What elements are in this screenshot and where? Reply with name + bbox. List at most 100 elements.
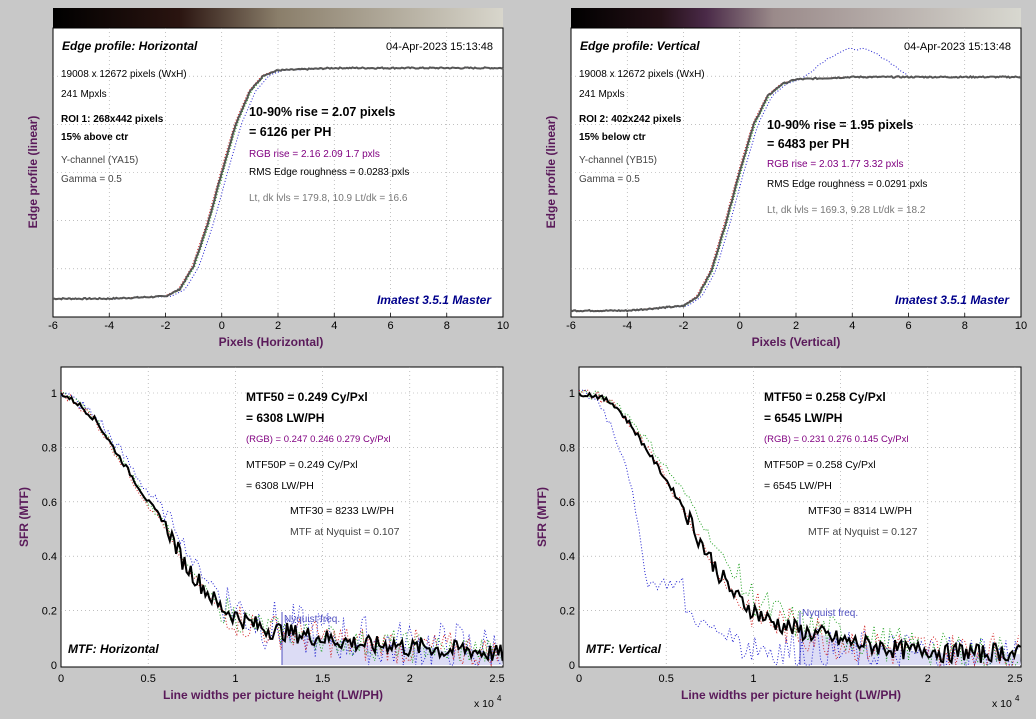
x-tick-label: 2 [925,673,931,685]
x-tick-label: 2.5 [1007,673,1022,685]
x-axis-label: Pixels (Vertical) [752,335,841,349]
edge-curves [570,47,1021,313]
mtf50-lwph: = 6308 LW/PH [246,411,324,425]
x-tick-label: 1.5 [315,673,330,685]
y-tick-label: 0 [51,660,57,672]
panel-edge-vertical: Edge profile: Vertical 04-Apr-2023 15:13… [544,8,1027,349]
rise-per-ph: = 6483 per PH [767,137,849,151]
mtf50-value: MTF50 = 0.249 Cy/Pxl [246,390,368,404]
channel-curve [571,47,1020,312]
y-tick-label: 1 [51,388,57,400]
x-tick-labels: 0 0.5 1 1.5 2 2.5 [576,673,1023,685]
x-axis-label: Pixels (Horizontal) [219,335,324,349]
rgb-mtf50: (RGB) = 0.247 0.246 0.279 Cy/Pxl [246,434,390,445]
grayscale-strip [571,8,1021,28]
nyquist-label: Nyquist freq. [802,608,858,619]
rise-per-ph: = 6126 per PH [249,125,331,139]
x-tick-label: 0.5 [141,673,156,685]
x-tick-label: -6 [48,320,58,332]
luma-curve [578,391,1022,665]
x-exponent-power: 4 [1015,694,1020,703]
x-tick-label: -4 [104,320,114,332]
y-tick-label: 0.4 [560,551,575,563]
rise-value: 10-90% rise = 2.07 pixels [249,105,395,119]
edge-roughness: RMS Edge roughness = 0.0283 pxls [249,167,409,178]
mtf-at-nyquist: MTF at Nyquist = 0.107 [290,526,400,538]
x-tick-label: 2 [407,673,413,685]
x-exponent-power: 4 [497,694,502,703]
luma-curve [570,74,1021,313]
x-tick-label: 0 [576,673,582,685]
channel-label: Y-channel (YB15) [579,155,657,166]
x-tick-label: 8 [444,320,450,332]
channel-curve [60,392,501,666]
timestamp: 04-Apr-2023 15:13:48 [386,41,493,53]
x-tick-label: 2.5 [489,673,504,685]
rgb-rise: RGB rise = 2.03 1.77 3.32 pxls [767,159,903,170]
channel-label: Y-channel (YA15) [61,155,138,166]
mtf30-value: MTF30 = 8314 LW/PH [808,505,912,517]
nyquist-label: Nyquist freq. [284,614,340,625]
mtf50p-value: MTF50P = 0.258 Cy/Pxl [764,459,876,471]
grid [61,367,503,667]
x-tick-label: 10 [497,320,509,332]
roi-label: ROI 2: 402x242 pixels [579,114,682,125]
image-size: 19008 x 12672 pixels (WxH) [579,69,705,80]
x-tick-label: 10 [1015,320,1027,332]
x-tick-label: 8 [962,320,968,332]
x-tick-labels: 0 0.5 1 1.5 2 2.5 [58,673,505,685]
mtf-curves [60,390,504,667]
x-axis-label: Line widths per picture height (LW/PH) [163,688,383,702]
y-axis-label: Edge profile (linear) [26,116,40,229]
brand-label: Imatest 3.5.1 Master [377,293,492,307]
x-exponent: x 10 [474,698,494,710]
x-tick-label: 1.5 [833,673,848,685]
x-tick-label: 2 [793,320,799,332]
gamma-label: Gamma = 0.5 [61,174,122,185]
rgb-rise: RGB rise = 2.16 2.09 1.7 pxls [249,149,380,160]
mtf30-value: MTF30 = 8233 LW/PH [290,505,394,517]
x-tick-label: 0 [737,320,743,332]
x-tick-label: 1 [232,673,238,685]
y-tick-label: 0.4 [42,551,57,563]
x-tick-label: -2 [679,320,689,332]
y-axis-label: SFR (MTF) [535,487,549,547]
channel-curve [60,391,501,663]
megapixels: 241 Mpxls [579,89,625,100]
x-tick-label: 0.5 [659,673,674,685]
x-tick-label: 1 [750,673,756,685]
luma-curve [60,392,504,662]
x-tick-label: 4 [849,320,855,332]
panel-mtf-vertical: MTF50 = 0.258 Cy/Pxl = 6545 LW/PH (RGB) … [535,366,1023,710]
x-tick-label: 4 [331,320,337,332]
roi-position: 15% below ctr [579,132,646,143]
x-exponent: x 10 [992,698,1012,710]
image-size: 19008 x 12672 pixels (WxH) [61,69,187,80]
luma-curve [52,66,504,301]
rise-value: 10-90% rise = 1.95 pixels [767,118,913,132]
x-tick-label: -4 [622,320,632,332]
x-tick-label: -6 [566,320,576,332]
megapixels: 241 Mpxls [61,89,107,100]
mtf50-value: MTF50 = 0.258 Cy/Pxl [764,390,886,404]
mtf50-lwph: = 6545 LW/PH [764,411,842,425]
edge-roughness: RMS Edge roughness = 0.0291 pxls [767,179,927,190]
light-dark-levels: Lt, dk lvls = 169.3, 9.28 Lt/dk = 18.2 [767,205,926,216]
rgb-mtf50: (RGB) = 0.231 0.276 0.145 Cy/Pxl [764,434,908,445]
y-tick-label: 0.6 [560,497,575,509]
x-tick-label: 0 [219,320,225,332]
corner-label: MTF: Vertical [586,642,662,656]
brand-label: Imatest 3.5.1 Master [895,293,1010,307]
x-tick-label: 0 [58,673,64,685]
mtf50p-value: MTF50P = 0.249 Cy/Pxl [246,459,358,471]
x-tick-labels: -6 -4 -2 0 2 4 6 8 10 [48,313,509,332]
y-tick-label: 0.8 [42,442,57,454]
y-tick-label: 0.8 [560,442,575,454]
roi-label: ROI 1: 268x442 pixels [61,114,164,125]
roi-position: 15% above ctr [61,132,128,143]
y-tick-label: 0.6 [42,497,57,509]
y-axis-label: SFR (MTF) [17,487,31,547]
y-tick-label: 0.2 [42,606,57,618]
grid [579,367,1021,667]
